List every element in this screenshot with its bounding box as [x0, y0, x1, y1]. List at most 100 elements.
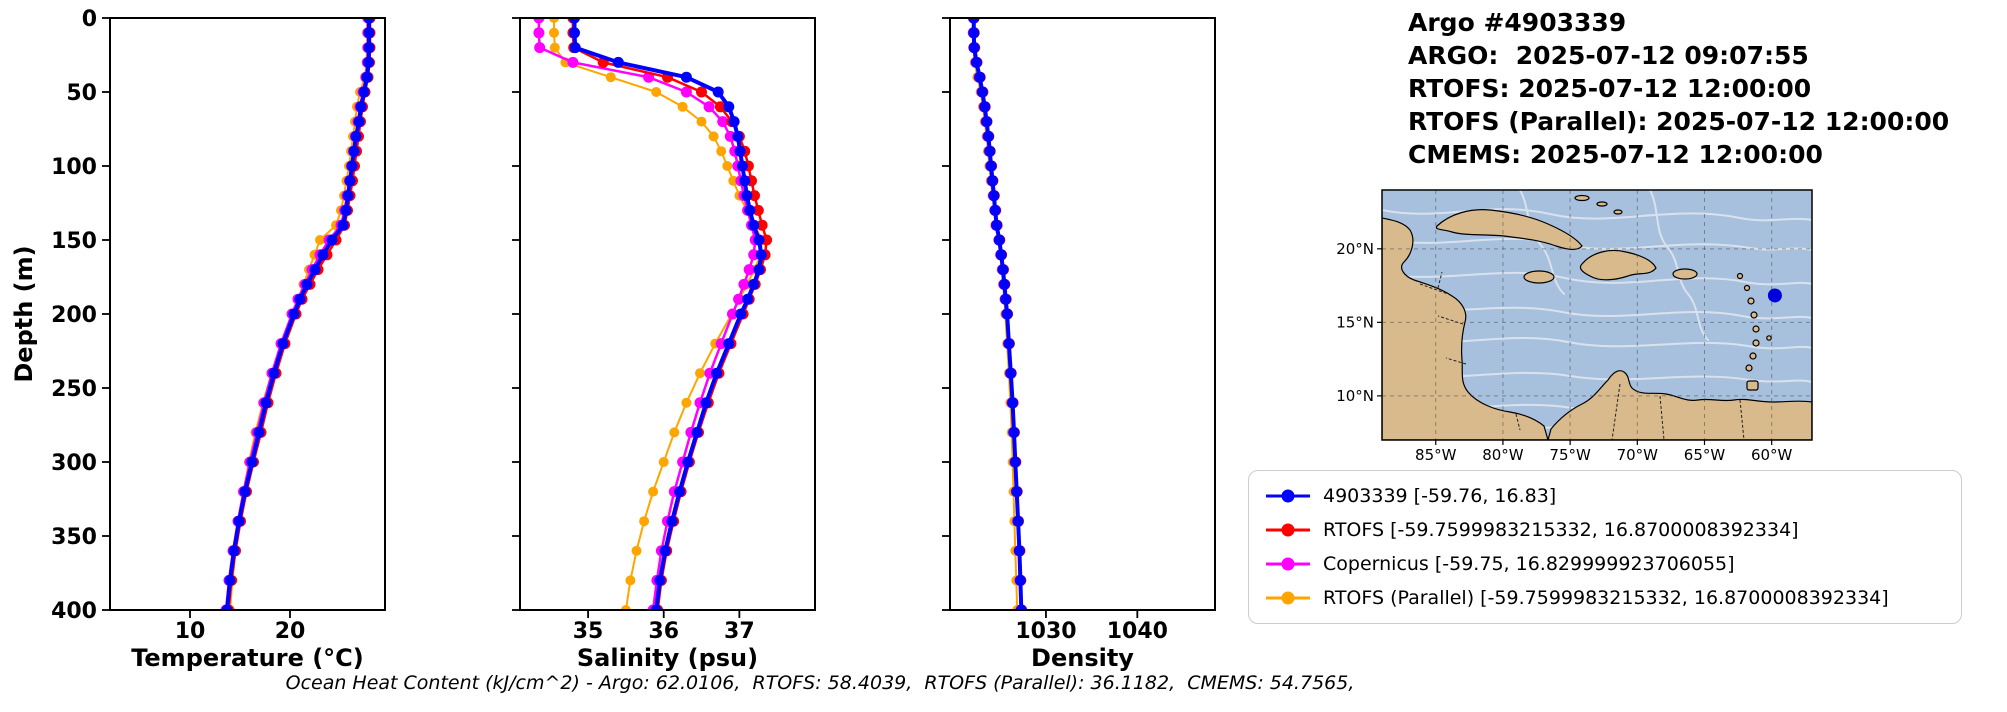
- y-tick-label: 200: [51, 303, 97, 328]
- series-marker-copernicus: [748, 249, 760, 261]
- series-marker-4903339: [995, 249, 1007, 261]
- land-antilles: [1736, 272, 1744, 280]
- series-marker-4903339: [239, 486, 251, 498]
- series-marker-4903339: [748, 278, 760, 290]
- series-marker-4903339: [1000, 293, 1012, 305]
- series-marker-4903339: [268, 367, 280, 379]
- series-marker-4903339: [246, 456, 258, 468]
- series-marker-4903339: [1001, 308, 1013, 320]
- series-marker-4903339: [666, 515, 678, 527]
- series-marker-4903339: [253, 426, 265, 438]
- series-marker-copernicus: [567, 56, 579, 68]
- y-tick-label: 0: [82, 7, 97, 32]
- series-marker-rtofs-parallel: [631, 545, 642, 556]
- series-marker-rtofs-parallel: [315, 235, 325, 245]
- land-central-america: [1382, 217, 1549, 440]
- series-marker-rtofs-parallel: [651, 87, 662, 97]
- series-marker-4903339: [301, 278, 313, 290]
- plot-frame: [519, 17, 816, 611]
- series-marker-4903339: [976, 86, 988, 98]
- x-tick-label: 35: [573, 619, 604, 644]
- map-lat-label: 10°N: [1336, 387, 1374, 405]
- series-marker-copernicus: [738, 278, 750, 290]
- series-marker-4903339: [753, 264, 765, 276]
- series-marker-4903339: [753, 234, 765, 246]
- map-lon-label: 80°W: [1482, 446, 1524, 464]
- y-tick-label: 300: [51, 451, 97, 476]
- map-lat-label: 15°N: [1336, 313, 1374, 331]
- plot-series: [967, 18, 1028, 610]
- series-marker-4903339: [294, 293, 306, 305]
- map-base: [1382, 190, 1812, 440]
- y-tick-label: 50: [66, 81, 97, 106]
- series-marker-4903339: [1007, 397, 1019, 409]
- series-marker-4903339: [612, 56, 624, 68]
- series-marker-4903339: [736, 160, 748, 172]
- land-barbados: [1766, 335, 1772, 341]
- legend: 4903339 [-59.76, 16.83] RTOFS [-59.759998…: [1248, 470, 1962, 624]
- x-axis-label: Salinity (psu): [577, 644, 758, 672]
- series-marker-4903339: [363, 18, 375, 24]
- series-marker-rtofs-parallel: [722, 161, 733, 171]
- series-marker-4903339: [968, 27, 980, 39]
- series-marker-4903339: [346, 160, 358, 172]
- series-marker-4903339: [674, 486, 686, 498]
- legend-label: Copernicus [-59.75, 16.829999923706055]: [1323, 553, 1735, 575]
- plot-frame: [109, 17, 386, 611]
- series-marker-rtofs-parallel: [605, 72, 616, 83]
- series-marker-4903339: [985, 160, 997, 172]
- series-marker-4903339: [1009, 456, 1021, 468]
- series-marker-copernicus: [717, 116, 729, 128]
- series-marker-rtofs: [749, 190, 760, 202]
- series-marker-rtofs: [756, 219, 768, 231]
- series-marker-rtofs-parallel: [648, 486, 659, 497]
- series-marker-4903339: [981, 116, 993, 128]
- land-bahamas: [1613, 209, 1623, 215]
- series-marker-4903339: [342, 190, 354, 202]
- series-marker-4903339: [654, 574, 666, 586]
- x-axis-label: Temperature (°C): [131, 644, 364, 672]
- series-marker-copernicus: [534, 42, 546, 54]
- rtofs-parallel-timestamp: RTOFS (Parallel): 2025-07-12 12:00:00: [1408, 107, 1950, 136]
- series-marker-4903339: [344, 175, 356, 187]
- series-marker-4903339: [288, 308, 300, 320]
- series-marker-4903339: [569, 27, 580, 39]
- series-marker-4903339: [982, 130, 994, 142]
- series-marker-4903339: [755, 249, 767, 261]
- land-trinidad: [1746, 380, 1759, 391]
- series-marker-copernicus: [743, 264, 755, 276]
- ocean-heat-content-note: Ocean Heat Content (kJ/cm^2) - Argo: 62.…: [285, 672, 1355, 694]
- map-frame: [1381, 189, 1813, 441]
- figure-title: Argo #4903339: [1408, 8, 1627, 37]
- series-marker-rtofs-parallel: [549, 18, 559, 23]
- series-marker-4903339: [348, 145, 360, 157]
- series-marker-4903339: [711, 367, 723, 379]
- plot-series: [533, 18, 773, 610]
- series-marker-4903339: [988, 190, 1000, 202]
- series-marker-4903339: [723, 338, 735, 350]
- map-lon-label: 70°W: [1617, 446, 1659, 464]
- land-antilles: [1747, 297, 1755, 305]
- series-marker-copernicus: [680, 86, 692, 98]
- series-marker-copernicus: [727, 308, 739, 320]
- x-tick-label: 20: [275, 619, 306, 644]
- series-marker-4903339: [228, 545, 240, 557]
- series-marker-4903339: [1011, 486, 1023, 498]
- map-lon-label: 65°W: [1684, 446, 1726, 464]
- series-marker-rtofs-parallel: [549, 42, 560, 53]
- country-borders: [1419, 271, 1745, 440]
- series-marker-4903339: [732, 130, 744, 142]
- series-marker-4903339: [353, 116, 365, 128]
- series-marker-4903339: [998, 278, 1010, 290]
- series-marker-4903339: [569, 42, 581, 54]
- land-antilles: [1743, 284, 1751, 292]
- series-marker-4903339: [224, 574, 236, 586]
- land-antilles: [1752, 339, 1760, 347]
- series-marker-rtofs: [761, 234, 773, 246]
- series-marker-rtofs-parallel: [549, 27, 559, 38]
- series-marker-4903339: [742, 293, 754, 305]
- series-marker-4903339: [221, 604, 233, 610]
- series-marker-4903339: [968, 42, 980, 54]
